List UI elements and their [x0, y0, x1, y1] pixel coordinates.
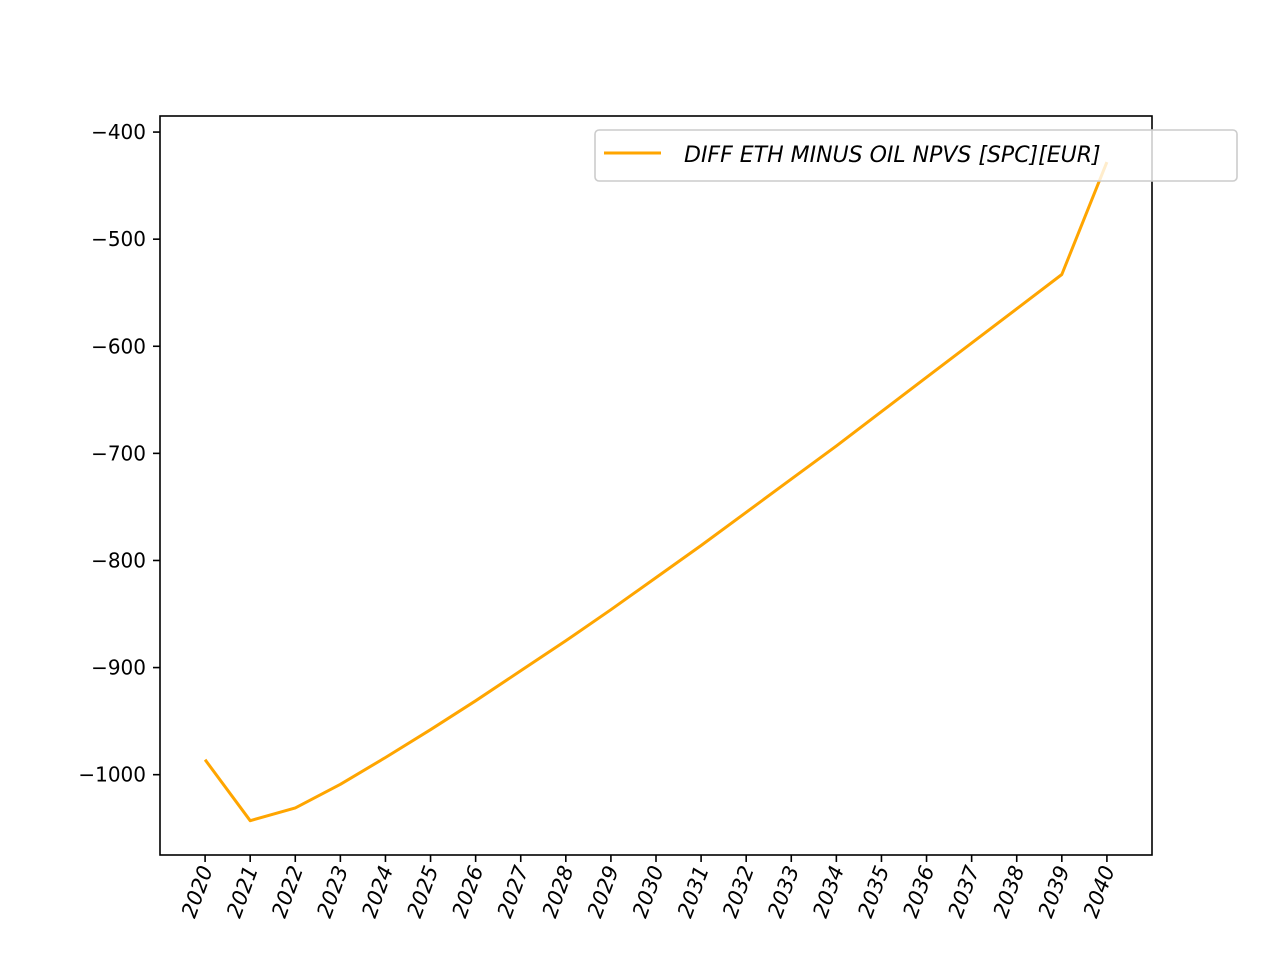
y-tick-label: −600: [91, 334, 146, 358]
y-tick-label: −700: [91, 441, 146, 465]
y-tick-label: −800: [91, 548, 146, 572]
y-tick-label: −400: [91, 120, 146, 144]
legend: DIFF ETH MINUS OIL NPVS [SPC][EUR]: [595, 130, 1237, 181]
y-tick-label: −500: [91, 227, 146, 251]
legend-label: DIFF ETH MINUS OIL NPVS [SPC][EUR]: [684, 143, 1101, 168]
y-tick-label: −900: [91, 656, 146, 680]
y-tick-label: −1000: [78, 763, 146, 787]
